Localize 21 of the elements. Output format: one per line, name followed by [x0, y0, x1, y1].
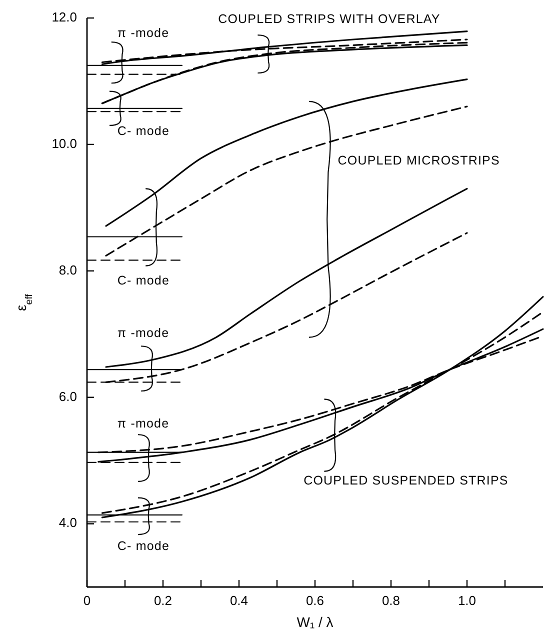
x-tick-label: 0.4: [230, 593, 248, 608]
annotation: C- mode: [117, 274, 170, 288]
y-tick-label: 12.0: [52, 9, 77, 24]
annotation: C- mode: [117, 124, 170, 138]
x-tick-label: 0.2: [154, 593, 172, 608]
annotation: COUPLED SUSPENDED STRIPS: [304, 474, 508, 488]
y-tick-label: 8.0: [58, 262, 77, 278]
x-tick-label: 0.6: [306, 593, 324, 608]
x-tick-label: 0: [83, 593, 91, 608]
annotation: π -mode: [117, 26, 170, 40]
annotation: C- mode: [117, 539, 170, 554]
annotation: COUPLED MICROSTRIPS: [338, 154, 500, 168]
x-tick-label: 1.0: [458, 593, 476, 608]
annotation: COUPLED STRIPS WITH OVERLAY: [218, 12, 440, 26]
annotation: π -mode: [117, 326, 170, 340]
y-tick-label: 4.0: [58, 515, 77, 530]
x-axis-title: W₁ / λ: [296, 614, 334, 630]
annotation: π -mode: [117, 416, 170, 431]
y-tick-label: 6.0: [58, 388, 77, 404]
y-tick-label: 10.0: [52, 136, 77, 151]
x-tick-label: 0.8: [382, 593, 400, 608]
